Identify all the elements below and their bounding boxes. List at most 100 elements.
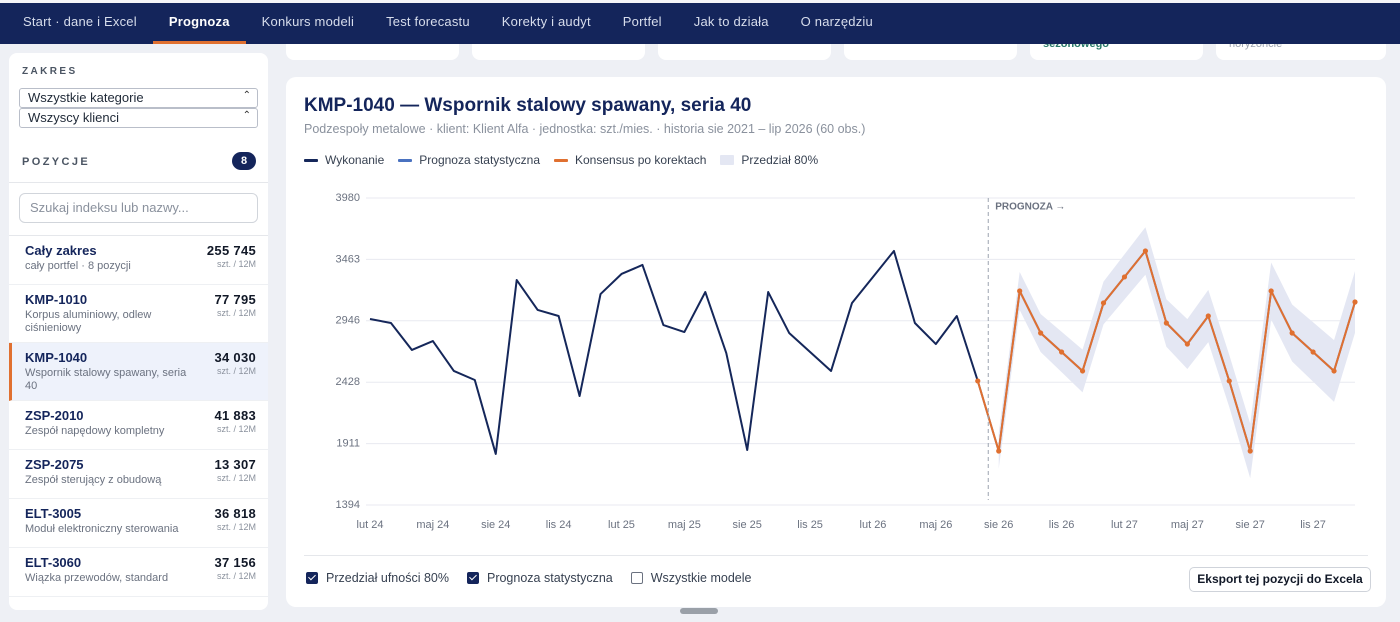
- series-point: [1121, 274, 1128, 280]
- series-point: [1079, 368, 1086, 374]
- item-text: ELT-3060 Wiązka przewodów, standard: [25, 555, 200, 589]
- item-desc: Zespół sterujący z obudową: [25, 474, 162, 486]
- section-label: ZAKRES: [22, 66, 78, 77]
- list-item[interactable]: ELT-3005 Moduł elektroniczny sterowania 36…: [9, 499, 268, 548]
- nav-tab[interactable]: O narzędziu: [800, 14, 873, 29]
- series-point: [975, 378, 981, 384]
- item-value: 36 818: [214, 506, 256, 521]
- item-amount: 36 818 szt. / 12M: [214, 506, 256, 540]
- x-tick-label: lis 27: [1300, 519, 1326, 531]
- legend-item[interactable]: Przedział 80%: [720, 153, 818, 167]
- legend: Wykonanie Prognoza statystyczna Konsensus …: [304, 153, 818, 167]
- checkbox[interactable]: Przedział ufności 80%: [306, 571, 449, 585]
- list-item[interactable]: Cały zakres cały portfel · 8 pozycji 255 7…: [9, 236, 268, 285]
- count-badge: 8: [232, 152, 256, 170]
- x-tick-label: lut 25: [608, 519, 635, 531]
- legend-label: Prognoza statystyczna: [419, 153, 540, 167]
- item-code: KMP-1010: [25, 292, 88, 307]
- item-desc: Wiązka przewodów, standard: [25, 572, 169, 584]
- checkbox[interactable]: Prognoza statystyczna: [466, 571, 613, 585]
- series-point: [1017, 288, 1023, 294]
- list-item[interactable]: ZSP-2075 Zespół sterujący z obudową 13 307…: [9, 450, 268, 499]
- x-tick-label: lis 26: [1049, 519, 1075, 531]
- category-select[interactable]: Wszystkie kategorie: [19, 88, 258, 108]
- checkbox[interactable]: Wszystkie modele: [630, 571, 752, 585]
- checkbox-label: Wszystkie modele: [650, 571, 752, 585]
- series-point: [1310, 349, 1316, 355]
- legend-label: Przedział 80%: [741, 153, 819, 167]
- item-value: 77 795: [214, 292, 256, 307]
- y-tick-label: 3980: [336, 192, 360, 204]
- series-point: [1100, 300, 1107, 306]
- item-unit: szt. / 12M: [216, 424, 256, 434]
- item-desc: cały portfel · 8 pozycji: [25, 260, 131, 272]
- x-tick-label: lut 27: [1111, 519, 1138, 531]
- nav-tab[interactable]: Test forecastu: [386, 14, 470, 29]
- legend-item[interactable]: Konsensus po korektach: [554, 153, 706, 167]
- list-item[interactable]: KMP-1010 Korpus aluminiowy, odlew ciśnien…: [9, 285, 268, 343]
- item-text: KMP-1010 Korpus aluminiowy, odlew ciśnien…: [25, 292, 200, 335]
- item-text: KMP-1040 Wspornik stalowy spawany, seria …: [25, 350, 200, 393]
- list-item[interactable]: ZSP-2010 Zespół napędowy kompletny 41 883 s…: [9, 401, 268, 450]
- section-label: POZYCJE: [22, 156, 91, 168]
- checkbox-box: [630, 572, 643, 584]
- series-line: [369, 249, 979, 455]
- client-select[interactable]: Wszyscy klienci: [19, 108, 258, 128]
- series-point: [1331, 368, 1337, 374]
- y-tick-label: 1394: [336, 499, 360, 511]
- chart: 1394 1911 2428 2946 3463 3980 lut 24 maj 24 sie …: [336, 192, 1358, 531]
- series-point: [1352, 299, 1358, 305]
- sidebar: ZAKRES Wszystkie kategorie Wszyscy klien…: [9, 53, 268, 610]
- checkbox-box: [306, 572, 318, 584]
- x-tick-label: lut 26: [860, 519, 887, 531]
- item-code: Cały zakres: [25, 243, 97, 258]
- series-point: [1142, 248, 1149, 254]
- item-unit: szt. / 12M: [216, 571, 256, 581]
- divider: [304, 555, 1368, 556]
- item-amount: 41 883 szt. / 12M: [214, 408, 256, 442]
- item-desc: Moduł elektroniczny sterowania: [25, 523, 179, 535]
- controls: Przedział ufności 80% Prognoza statystycz…: [306, 571, 751, 585]
- x-tick-label: lis 24: [546, 519, 572, 531]
- y-tick-label: 3463: [336, 253, 360, 265]
- export-button[interactable]: Eksport tej pozycji do Excela: [1189, 567, 1371, 592]
- checkbox-label: Prognoza statystyczna: [486, 571, 613, 585]
- item-code: ELT-3005: [25, 506, 82, 521]
- x-tick-label: lut 24: [357, 519, 384, 531]
- nav-tab[interactable]: Portfel: [622, 14, 662, 29]
- nav-tab[interactable]: Jak to działa: [693, 14, 769, 29]
- item-text: ZSP-2010 Zespół napędowy kompletny: [25, 408, 200, 442]
- list-item[interactable]: ELT-3060 Wiązka przewodów, standard 37 156…: [9, 548, 268, 597]
- item-list: Cały zakres cały portfel · 8 pozycji 255 7…: [9, 236, 268, 597]
- nav-tab[interactable]: Prognoza: [152, 3, 246, 44]
- forecast-label: PROGNOZA →: [995, 202, 1065, 213]
- x-tick-label: maj 26: [919, 519, 952, 531]
- item-code: ELT-3060: [25, 555, 82, 570]
- item-code: ZSP-2075: [25, 457, 84, 472]
- item-desc: Korpus aluminiowy, odlew ciśnieniowy: [25, 309, 152, 334]
- x-tick-label: sie 26: [984, 519, 1013, 531]
- checkbox-label: Przedział ufności 80%: [326, 571, 449, 585]
- item-unit: szt. / 12M: [216, 522, 256, 532]
- y-tick-label: 1911: [336, 438, 360, 450]
- item-text: ZSP-2075 Zespół sterujący z obudową: [25, 457, 200, 491]
- nav-tab[interactable]: Konkurs modeli: [261, 14, 355, 29]
- series-point: [1163, 320, 1169, 326]
- series-point: [1038, 330, 1044, 336]
- chart-subtitle: Podzespoły metalowe · klient: Klient Alf…: [304, 122, 866, 136]
- nav-tab[interactable]: Korekty i audyt: [501, 14, 591, 29]
- search-input[interactable]: Szukaj indeksu lub nazwy...: [19, 193, 258, 223]
- item-desc: Zespół napędowy kompletny: [25, 425, 165, 437]
- item-unit: szt. / 12M: [216, 259, 256, 269]
- scroll-handle: [680, 608, 718, 614]
- series-point: [1184, 341, 1190, 347]
- series-point: [1205, 313, 1211, 319]
- legend-item[interactable]: Prognoza statystyczna: [398, 153, 540, 167]
- item-unit: szt. / 12M: [216, 308, 256, 318]
- legend-swatch: [720, 155, 735, 165]
- nav-tab[interactable]: Start · dane i Excel: [23, 14, 137, 29]
- list-item[interactable]: KMP-1040 Wspornik stalowy spawany, seria …: [9, 343, 268, 401]
- legend-item[interactable]: Wykonanie: [304, 153, 384, 167]
- legend-label: Wykonanie: [325, 153, 385, 167]
